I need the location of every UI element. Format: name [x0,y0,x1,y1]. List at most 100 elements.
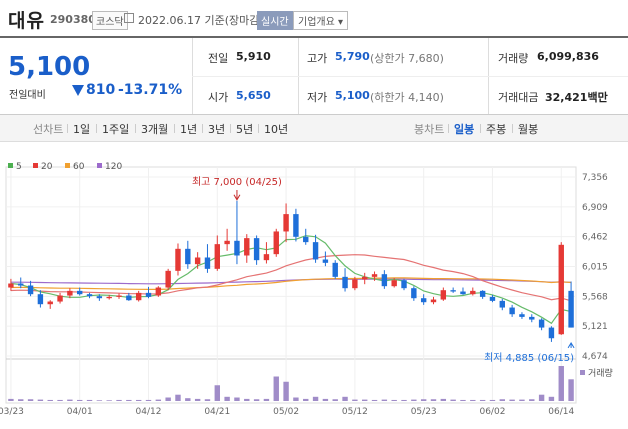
sep [230,124,231,133]
low-value: 5,100 [335,89,370,102]
sep [67,124,68,133]
volume-bar [116,399,122,401]
volume-bar [175,394,181,401]
candle-body [116,295,122,297]
candle-body [371,274,378,277]
candle-body [214,244,220,269]
ma120-line [10,278,572,285]
volume-bar [185,398,191,401]
stock-code: 290380 [50,13,96,26]
period-monthly[interactable]: 월봉 [518,123,539,136]
volume-bar [322,398,329,401]
volume-bar [283,381,289,401]
candle-body [37,294,44,305]
high-value: 5,790 [335,50,370,63]
candle-body [303,236,309,243]
candle-body [185,248,191,265]
legend-label: 60 [73,162,85,172]
period-10y[interactable]: 10년 [264,123,289,136]
candle-body [135,292,142,301]
sep [448,124,449,133]
candle-body [401,280,407,289]
candle-body [558,244,564,335]
date-info: 2022.06.17 기준(장마감) [138,14,264,27]
min-annotation: 최저 4,885 (06/15) [484,352,574,364]
period-1w[interactable]: 1주일 [102,123,130,136]
period-daily[interactable]: 일봉 [454,123,475,136]
change-percent: -13.71% [118,82,183,98]
legend-swatch [65,163,70,168]
max-arrow-icon [233,194,241,201]
candle-body [538,319,545,328]
period-3y[interactable]: 3년 [208,123,226,136]
stock-name: 대유 [8,10,45,32]
candle-body [57,295,63,302]
volume-bar [401,399,407,401]
header-divider [0,36,628,38]
period-5y[interactable]: 5년 [236,123,254,136]
candle-body [450,290,456,292]
low-label: 저가 [307,91,328,104]
volume-bar [450,399,456,401]
volume-bar [155,399,162,401]
down-triangle-icon [72,85,84,96]
period-3m[interactable]: 3개월 [141,123,169,136]
realtime-button[interactable]: 실시간 [257,11,293,30]
y-tick-label: 6,909 [582,203,608,213]
x-tick-label: 05/23 [411,407,437,417]
candle-body [440,290,447,300]
volume-bar [18,399,24,401]
x-tick-label: 04/21 [204,407,230,417]
volume-label: 거래량 [588,367,613,379]
period-1y[interactable]: 1년 [180,123,198,136]
candle-body [322,259,329,263]
candle-body [175,248,181,271]
candle-body [460,291,466,295]
x-tick-label: 06/02 [479,407,505,417]
candlestick-chart[interactable]: 7,356 6,909 6,462 6,015 5,568 5,121 4,674 03/23… [0,150,628,429]
sep [512,124,513,133]
open-label: 시가 [208,91,229,104]
current-price: 5,100 [8,52,91,82]
company-overview-dropdown[interactable]: 기업개요 ▾ [293,11,348,30]
x-tick-label: 05/02 [273,407,299,417]
volume-bar [273,376,279,401]
x-tick-label: 04/01 [67,407,93,417]
min-arrow-icon [567,341,575,349]
period-1d[interactable]: 1일 [73,123,91,136]
volume-bar [558,366,564,401]
candle-body [47,301,53,305]
candle-body [194,257,201,265]
candle-body [420,298,427,303]
volume-bar [352,399,358,401]
ma5-line [10,235,572,325]
x-tick-label: 06/14 [548,407,574,417]
period-weekly[interactable]: 주봉 [486,123,507,136]
volume-bar [135,399,142,401]
volume-bar [214,385,220,401]
candle-body [499,300,505,308]
candle-body [96,296,103,299]
amount-label: 거래대금 [498,91,539,104]
max-annotation: 최고 7,000 (04/25) [192,176,282,188]
legend-swatch [97,163,102,168]
ma20-line [10,254,572,302]
volume-label: 거래량 [498,52,529,65]
candle-body [77,290,83,295]
divider [0,114,628,115]
calendar-icon [124,13,134,23]
volume-bar [165,397,171,401]
candle-body [106,296,112,299]
volume-bar [293,397,299,401]
legend-label: 120 [105,162,122,172]
candle-body [362,276,368,280]
volume-bar [362,399,368,401]
volume-bar [519,399,525,401]
stock-header: 대유 290380 코스닥 2022.06.17 기준(장마감) 실시간 기업개… [0,0,628,36]
candle-body [568,290,574,328]
volume-bar [86,399,93,401]
market-badge: 코스닥 [92,11,128,30]
y-tick-label: 5,121 [582,322,608,332]
open-value: 5,650 [236,89,271,102]
candle-body [312,242,319,260]
